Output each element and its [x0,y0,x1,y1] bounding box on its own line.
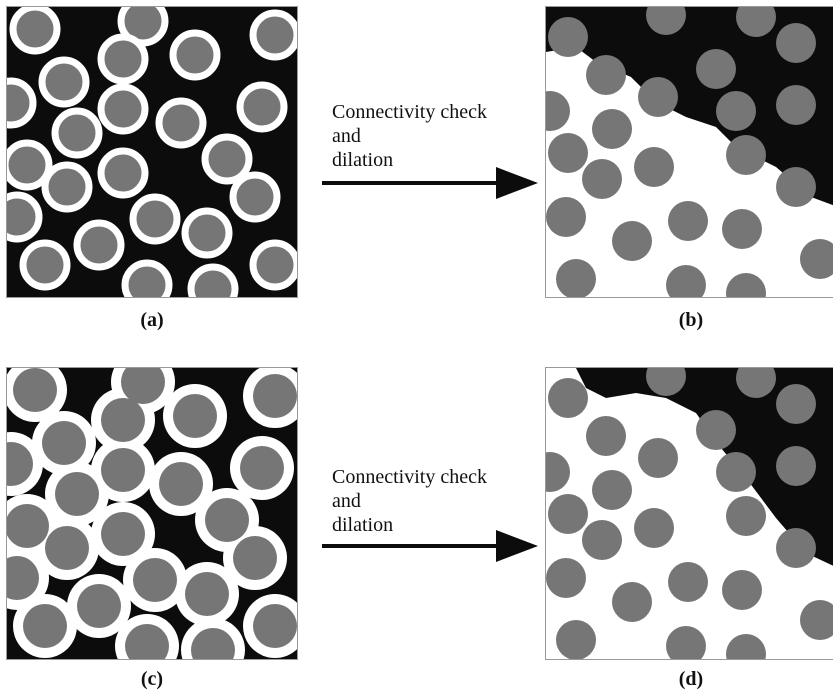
process-label-line: dilation [332,149,394,171]
caption-b: (b) [678,309,704,331]
process-label-line: Connectivity check [332,466,487,488]
process-label-line: Connectivity check [332,101,487,123]
panel-c-coated-particles [6,367,298,660]
process-label-line: dilation [332,514,394,536]
process-label-bottom: Connectivity check and dilation [332,465,487,537]
process-label-line: and [332,125,361,147]
right-arrow-icon [322,167,538,199]
panel-a-coated-particles [6,6,298,298]
caption-d: (d) [678,668,704,690]
process-label-top: Connectivity check and dilation [332,100,487,172]
caption-c: (c) [140,668,164,690]
caption-a: (a) [140,309,164,331]
panel-d-connected-region [545,367,833,660]
panel-b-connected-region [545,6,833,298]
process-label-line: and [332,490,361,512]
right-arrow-icon [322,530,538,562]
